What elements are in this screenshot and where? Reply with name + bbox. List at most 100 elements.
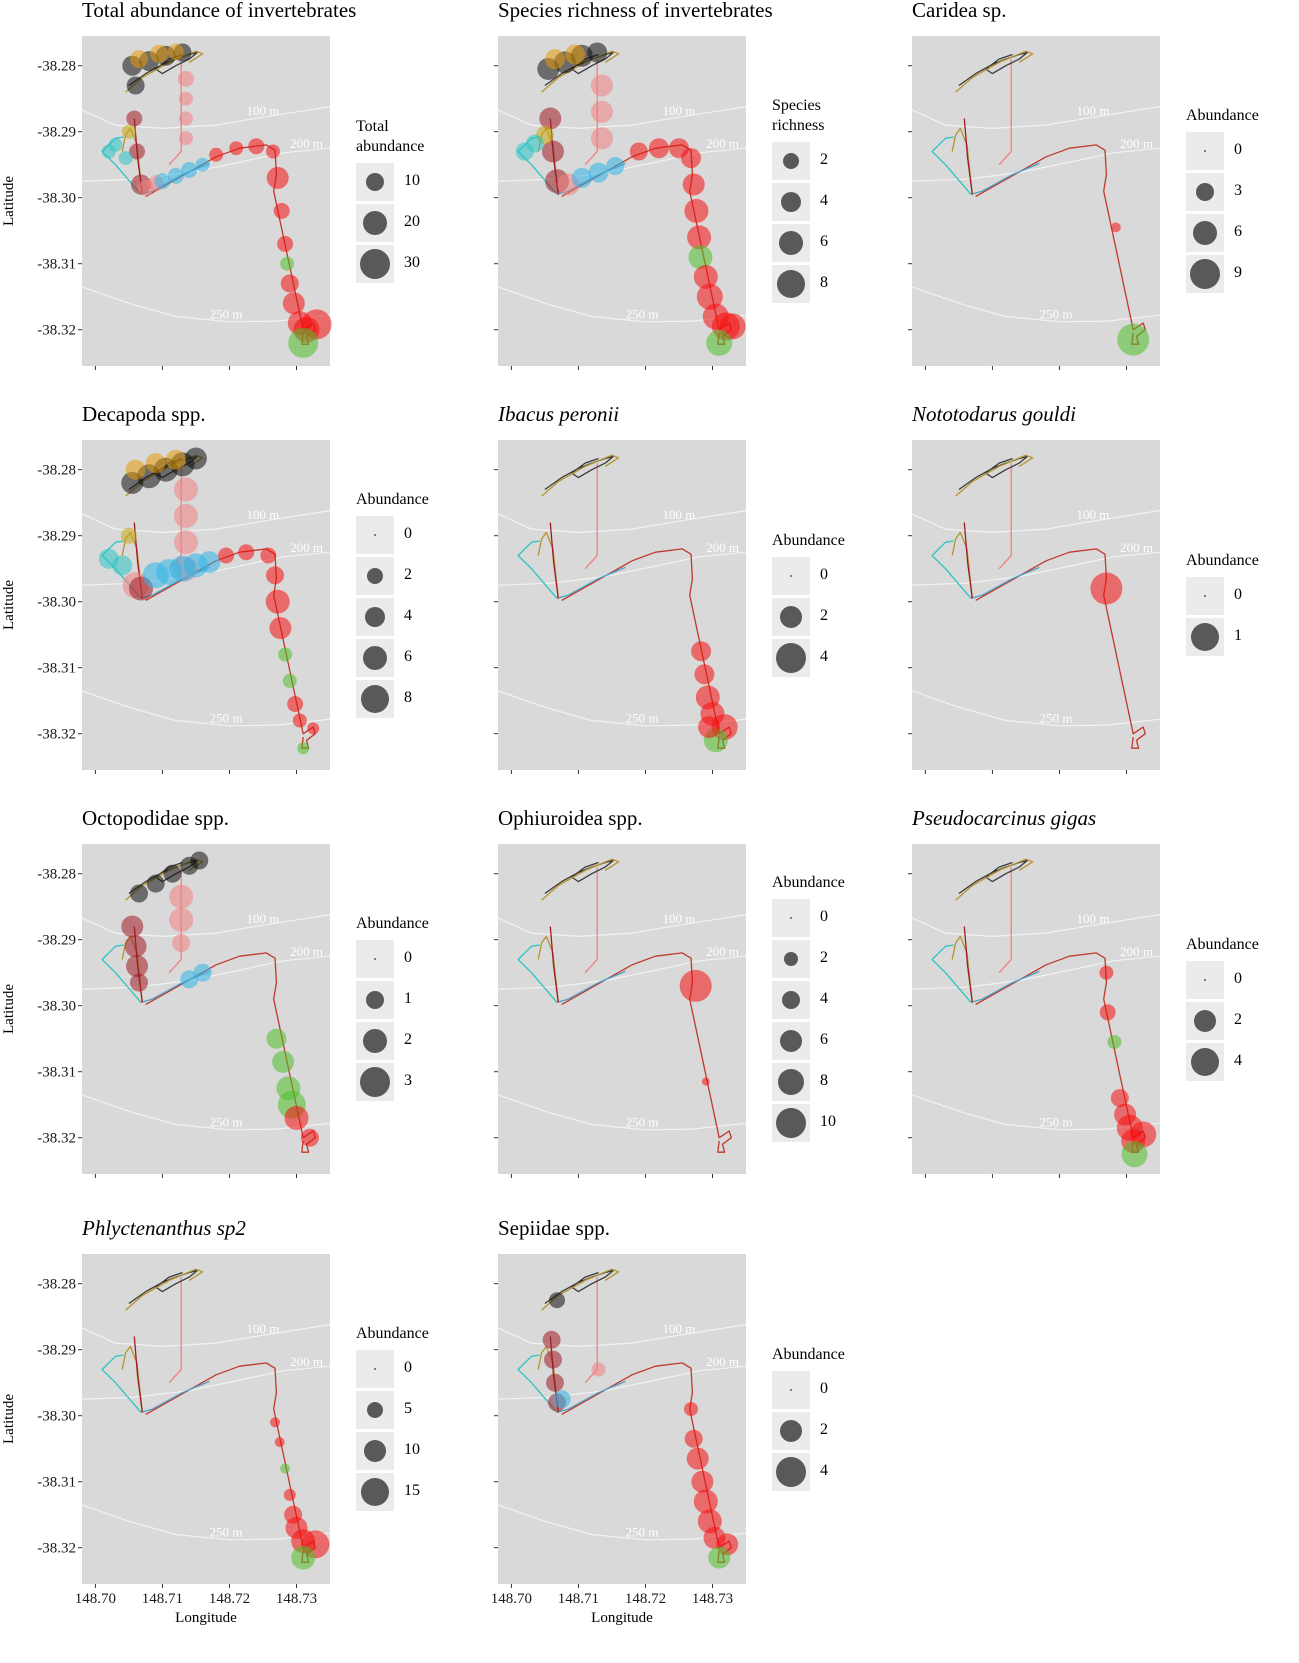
contour-label: 200 m xyxy=(1120,944,1153,959)
cruise-track xyxy=(584,867,598,974)
legend-symbol xyxy=(783,153,799,169)
y-axis-title: Latitude xyxy=(1,984,17,1034)
legend-entry: 10 xyxy=(356,163,424,204)
size-legend: Abundance 0 1 xyxy=(1186,551,1259,659)
plot-background xyxy=(912,440,1160,770)
legend-entry: 6 xyxy=(356,639,429,680)
depth-contour xyxy=(497,1365,747,1400)
data-point xyxy=(542,1330,561,1349)
y-tick-label: -38.32 xyxy=(37,1541,76,1557)
data-point xyxy=(108,137,123,152)
data-point xyxy=(291,1545,316,1570)
legend-entry: 0 xyxy=(356,516,429,557)
depth-contour xyxy=(497,286,747,323)
data-point xyxy=(565,44,586,65)
y-tick-label: -38.30 xyxy=(37,1409,76,1425)
depth-contour xyxy=(81,1324,331,1348)
legend-key xyxy=(356,245,394,283)
data-point xyxy=(163,864,182,883)
legend-label: 4 xyxy=(820,648,828,665)
cruise-track xyxy=(537,531,559,599)
legend-label: 4 xyxy=(820,990,828,1007)
y-tick-label: -38.32 xyxy=(37,727,76,743)
legend-key xyxy=(356,680,394,718)
legend-symbol xyxy=(374,1368,376,1370)
cruise-track xyxy=(549,522,559,599)
legend-label: 4 xyxy=(820,192,828,209)
data-point xyxy=(706,329,733,356)
legend-entry: 1 xyxy=(1186,618,1259,659)
legend-title: Abundance xyxy=(772,1346,845,1363)
data-point xyxy=(292,713,307,728)
cruise-track xyxy=(931,136,972,195)
legend-symbol xyxy=(360,249,390,279)
data-point xyxy=(130,50,148,69)
legend-label: 10 xyxy=(404,172,420,189)
panel-title: Ophiuroidea spp. xyxy=(498,806,643,830)
depth-contour xyxy=(911,690,1161,727)
legend-label: 15 xyxy=(404,1482,420,1499)
legend-label: 1 xyxy=(1234,627,1242,644)
y-tick-label: -38.28 xyxy=(37,1277,76,1293)
legend-symbol xyxy=(780,606,802,628)
legend-symbol xyxy=(776,643,806,673)
data-point xyxy=(590,74,613,97)
legend-symbol xyxy=(790,575,792,577)
legend-title: Abundance xyxy=(356,1325,429,1342)
data-point xyxy=(606,157,625,175)
panel-title: Total abundance of invertebrates xyxy=(82,0,357,22)
legend-key xyxy=(772,940,810,978)
y-tick-label: -38.30 xyxy=(37,191,76,207)
cruise-track xyxy=(958,455,1028,491)
cruise-track xyxy=(970,970,1040,1004)
legend-key xyxy=(1186,577,1224,615)
y-tick-label: -38.30 xyxy=(37,595,76,611)
y-tick-label: -38.28 xyxy=(37,59,76,75)
data-point xyxy=(588,162,609,183)
data-point xyxy=(229,141,244,156)
legend-key xyxy=(772,981,810,1019)
legend-label: 10 xyxy=(404,1441,420,1458)
depth-contour xyxy=(497,1504,747,1541)
size-legend: Abundance 0 2 4 xyxy=(772,531,845,680)
depth-contour xyxy=(81,286,331,323)
legend-label: 8 xyxy=(820,274,828,291)
y-tick-label: -38.31 xyxy=(37,1475,76,1491)
cruise-track xyxy=(951,531,973,599)
data-point xyxy=(260,547,277,564)
legend-symbol xyxy=(1196,183,1214,201)
data-point xyxy=(1121,1141,1148,1168)
data-point xyxy=(129,143,145,160)
y-axis-title: Latitude xyxy=(1,176,17,226)
cruise-track xyxy=(517,1354,558,1413)
legend-entry: 0 xyxy=(356,1350,429,1391)
data-point xyxy=(190,851,209,870)
contour-label: 200 m xyxy=(706,1354,739,1369)
cruise-track xyxy=(168,59,182,166)
contour-label: 200 m xyxy=(706,136,739,151)
legend-label: 9 xyxy=(1234,264,1242,281)
depth-contour xyxy=(497,955,747,990)
cruise-track xyxy=(998,59,1012,166)
legend-key xyxy=(772,1022,810,1060)
legend-symbol xyxy=(367,1402,383,1418)
data-point xyxy=(165,449,186,470)
data-point xyxy=(682,173,705,196)
data-point xyxy=(195,157,210,172)
cruise-track xyxy=(556,566,626,600)
data-point xyxy=(120,527,137,544)
depth-contour xyxy=(911,106,1161,130)
data-point xyxy=(198,551,221,574)
data-point xyxy=(684,1402,698,1417)
data-point xyxy=(591,1362,606,1377)
cruise-track xyxy=(549,926,559,1003)
depth-contour xyxy=(497,1094,747,1131)
x-tick-label: 148.72 xyxy=(625,1591,666,1607)
map-plot: 100 m 200 m 250 m xyxy=(908,36,1161,370)
data-point xyxy=(297,742,310,755)
contour-label: 250 m xyxy=(1040,710,1073,725)
legend-symbol xyxy=(780,1030,802,1052)
data-point xyxy=(277,235,294,252)
legend-title: Abundance xyxy=(1186,552,1259,569)
legend-label: 2 xyxy=(1234,1011,1242,1028)
